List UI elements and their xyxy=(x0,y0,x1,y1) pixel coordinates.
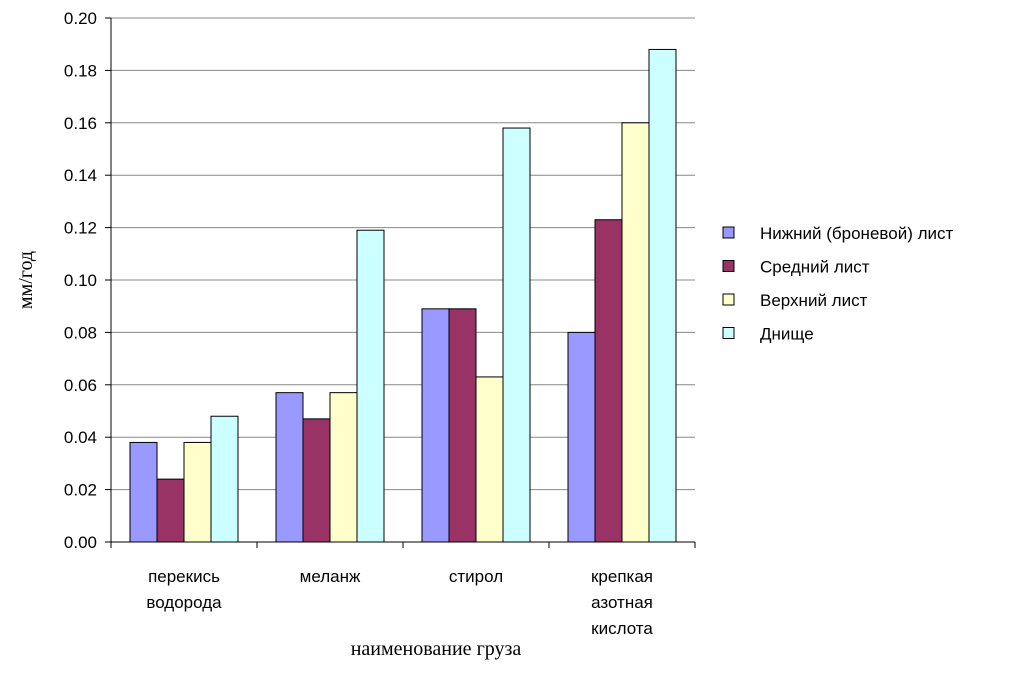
bar xyxy=(648,48,677,543)
x-tick-label-line: водорода xyxy=(146,593,222,612)
y-tick-label: 0.16 xyxy=(64,114,97,133)
bar xyxy=(356,229,385,543)
x-tick-label-line: меланж xyxy=(300,567,361,586)
legend-swatch xyxy=(722,293,735,306)
legend-label: Средний лист xyxy=(760,258,870,277)
x-tick-label: крепкая азотная кислота xyxy=(591,567,653,638)
y-axis-title: мм/год xyxy=(15,251,37,309)
x-tick-label-line: крепкая xyxy=(591,567,653,586)
legend-swatch xyxy=(722,327,735,339)
y-tick-label: 0.18 xyxy=(64,61,97,80)
y-tick-label: 0.02 xyxy=(64,481,97,500)
x-tick-label: стирол xyxy=(449,567,503,586)
legend-swatch xyxy=(722,260,735,272)
bar xyxy=(156,478,185,543)
bar xyxy=(129,441,158,543)
x-tick-label-line: кислота xyxy=(591,619,653,638)
bar xyxy=(421,308,450,543)
bar xyxy=(448,308,477,543)
legend-label: Верхний лист xyxy=(760,291,868,310)
legend-label: Нижний (броневой) лист xyxy=(760,224,953,243)
y-tick-label: 0.12 xyxy=(64,219,97,238)
bar xyxy=(302,418,331,543)
bar xyxy=(475,376,504,543)
bar xyxy=(621,122,650,543)
x-tick-label-line: перекись xyxy=(148,567,220,586)
bar xyxy=(329,392,358,543)
x-tick-label-line: азотная xyxy=(591,593,653,612)
x-tick-label-line: стирол xyxy=(449,567,503,586)
y-tick-label: 0.14 xyxy=(64,166,97,185)
y-tick-label: 0.10 xyxy=(64,271,97,290)
y-tick-label: 0.00 xyxy=(64,533,97,552)
legend-swatch xyxy=(722,226,735,239)
y-tick-label: 0.08 xyxy=(64,323,97,342)
y-tick-label: 0.04 xyxy=(64,428,97,447)
x-tick-label: меланж xyxy=(300,567,361,586)
bar xyxy=(210,415,239,543)
bar xyxy=(275,392,304,543)
x-axis-title: наименование груза xyxy=(351,638,522,660)
bar xyxy=(502,127,531,543)
bar xyxy=(594,219,623,543)
x-tick-label: перекись водорода xyxy=(146,567,222,612)
y-tick-label: 0.06 xyxy=(64,376,97,395)
y-tick-label: 0.20 xyxy=(64,9,97,28)
bar xyxy=(567,331,596,543)
bar xyxy=(183,441,212,543)
legend-label: Днище xyxy=(760,325,814,344)
